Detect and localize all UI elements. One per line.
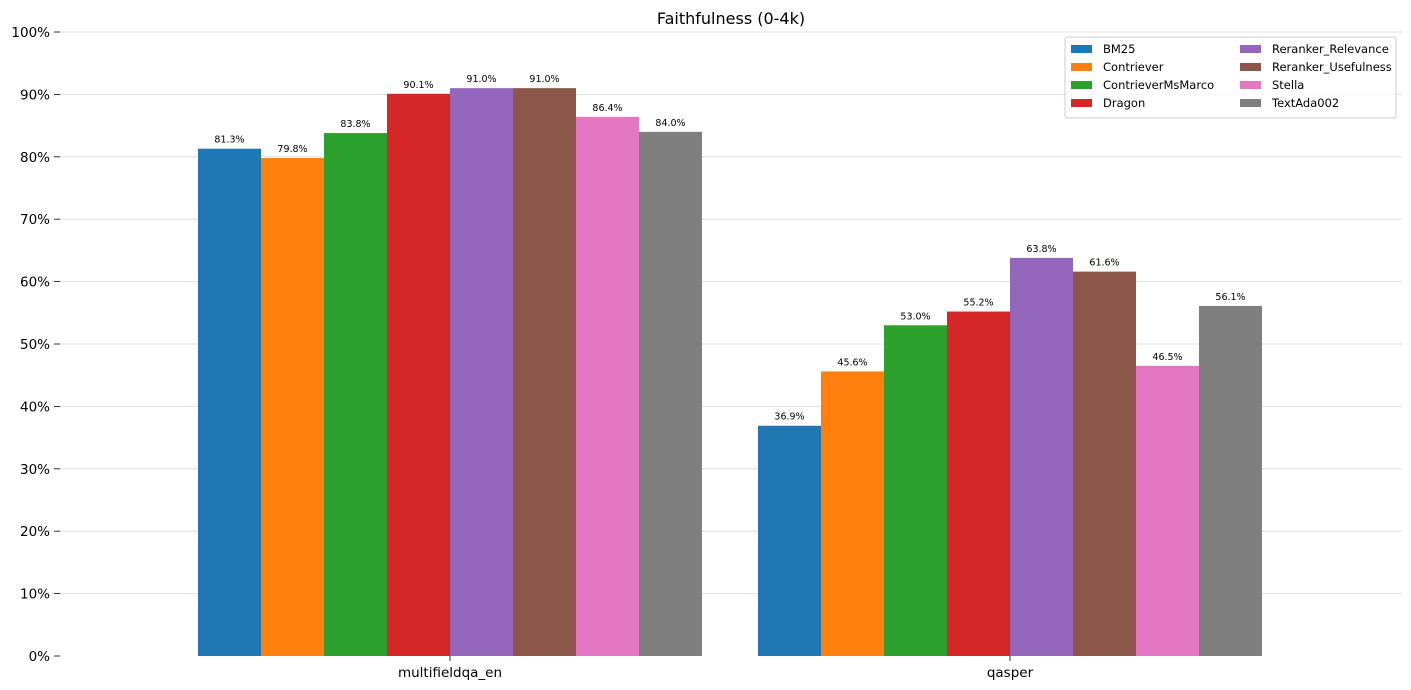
bar-value-label: 91.0% [466,74,496,85]
y-tick-label: 20% [20,524,50,540]
legend-swatch [1240,99,1261,107]
legend-swatch [1071,99,1092,107]
y-tick-label: 0% [29,649,51,665]
legend-label: Reranker_Usefulness [1272,60,1392,74]
chart-title: Faithfulness (0-4k) [657,9,805,28]
legend-swatch [1071,63,1092,71]
bar-value-label: 63.8% [1026,244,1056,255]
bar-value-label: 79.8% [277,144,307,155]
y-tick-label: 70% [20,212,50,228]
bar-value-label: 45.6% [837,357,867,368]
legend-label: BM25 [1103,42,1135,56]
bar [450,88,513,656]
legend-label: Stella [1272,78,1304,92]
bar [576,116,639,656]
legend-label: TextAda002 [1271,96,1339,110]
bar [884,325,947,656]
bar-value-label: 55.2% [963,298,993,309]
bars [198,88,1262,657]
y-tick-label: 80% [20,150,50,166]
legend-swatch [1240,81,1261,89]
bar [821,371,884,656]
legend-swatch [1071,45,1092,53]
legend-swatch [1240,45,1261,53]
bar-value-label: 61.6% [1089,258,1119,269]
bar-value-label: 56.1% [1215,292,1245,303]
y-tick-label: 90% [20,87,50,103]
legend-label: ContrieverMsMarco [1103,78,1214,92]
bar-value-label: 53.0% [900,311,930,322]
bar-value-label: 86.4% [592,103,622,114]
bar [1136,365,1199,656]
bar [947,311,1010,656]
x-tick-label: multifieldqa_en [398,665,502,681]
legend-swatch [1071,81,1092,89]
bar [1010,257,1073,656]
y-tick-label: 50% [20,337,50,353]
bar-value-label: 46.5% [1152,352,1182,363]
x-axis: multifieldqa_en qasper [398,656,1034,681]
y-tick-label: 60% [20,275,50,291]
bar [758,425,821,656]
data-labels: 81.3% 79.8% 83.8% 90.1% 91.0% 91.0% 86.4% 84.0%… [214,74,1245,423]
y-tick-label: 40% [20,399,50,415]
bar [1073,271,1136,656]
legend-swatch [1240,63,1261,71]
bar [387,93,450,656]
legend-label: Reranker_Relevance [1272,42,1389,56]
bar [639,131,702,657]
legend: BM25 Contriever ContrieverMsMarco Dragon Rer… [1064,36,1397,119]
bar-value-label: 81.3% [214,135,244,146]
bar [261,158,324,656]
bar-value-label: 84.0% [655,118,685,129]
bar-value-label: 36.9% [774,412,804,423]
y-axis: 0% 10% 20% 30% 40% 50% 60% 70% 80% 90% 100% [11,25,60,665]
bar [324,133,387,656]
legend-label: Dragon [1103,96,1145,110]
bar [513,88,576,656]
bar-value-label: 83.8% [340,119,370,130]
bar [198,148,261,657]
bar-value-label: 91.0% [529,74,559,85]
y-tick-label: 100% [11,25,50,41]
bar [1199,305,1262,656]
y-tick-label: 10% [20,587,50,603]
legend-label: Contriever [1103,60,1164,74]
bar-value-label: 90.1% [403,80,433,91]
x-tick-label: qasper [987,665,1034,681]
y-tick-label: 30% [20,462,50,478]
legend-frame [1064,36,1397,119]
